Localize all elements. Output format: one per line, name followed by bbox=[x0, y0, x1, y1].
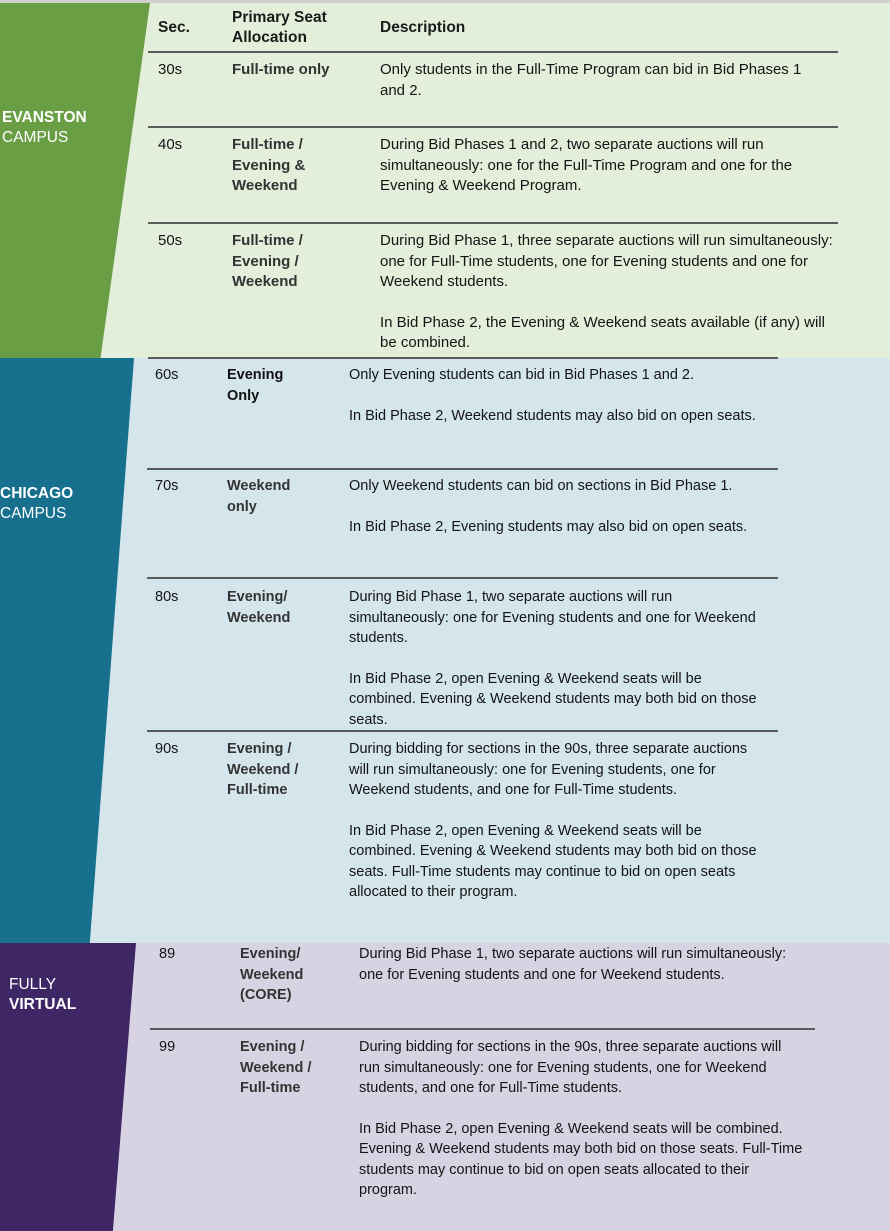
campus-suffix: CAMPUS bbox=[0, 505, 67, 522]
description-text: In Bid Phase 2, the Evening & Weekend se… bbox=[380, 313, 825, 352]
divider bbox=[147, 730, 778, 732]
section-code: 99 bbox=[159, 1039, 176, 1055]
section-code: 40s bbox=[158, 136, 183, 153]
divider bbox=[147, 468, 778, 470]
seat-allocation: Evening/ Weekend (CORE) bbox=[240, 946, 304, 1003]
divider bbox=[150, 1028, 815, 1030]
seat-allocation: Evening/ Weekend bbox=[227, 589, 291, 626]
divider bbox=[147, 577, 778, 579]
campus-suffix: CAMPUS bbox=[2, 129, 69, 146]
campus-name: CHICAGO bbox=[0, 485, 74, 502]
description-text: During bidding for sections in the 90s, … bbox=[359, 1039, 782, 1096]
section-code: 50s bbox=[158, 232, 183, 249]
description-text: In Bid Phase 2, open Evening & Weekend s… bbox=[349, 670, 757, 728]
divider bbox=[148, 51, 838, 53]
virtual-panel bbox=[110, 943, 890, 1231]
top-border bbox=[0, 0, 890, 3]
description-text: In Bid Phase 2, open Evening & Weekend s… bbox=[359, 1120, 803, 1199]
section-code: 90s bbox=[155, 741, 179, 757]
description: During bidding for sections in the 90s, … bbox=[359, 1037, 804, 1221]
divider bbox=[148, 357, 778, 359]
description: Only students in the Full-Time Program c… bbox=[380, 60, 830, 121]
seat-allocation: Evening Only bbox=[227, 367, 284, 404]
seat-allocation: Evening / Weekend / Full-time bbox=[240, 1039, 312, 1096]
description: During bidding for sections in the 90s, … bbox=[349, 739, 764, 923]
description: During Bid Phase 1, two separate auction… bbox=[359, 944, 799, 1005]
header-desc: Description bbox=[380, 19, 466, 36]
description-text: In Bid Phase 2, Evening students may als… bbox=[349, 518, 748, 535]
divider bbox=[148, 222, 838, 224]
description-text: Only Weekend students can bid on section… bbox=[349, 478, 733, 494]
seat-allocation: Full-time / Evening & Weekend bbox=[232, 136, 306, 194]
description-text: Only students in the Full-Time Program c… bbox=[380, 61, 802, 99]
seat-allocation: Full-time / Evening / Weekend bbox=[232, 232, 303, 290]
seat-allocation: Full-time only bbox=[232, 61, 330, 78]
chicago-campus-label: CHICAGO CAMPUS bbox=[0, 484, 73, 524]
campus-prefix: FULLY bbox=[9, 976, 57, 993]
description-text: During bidding for sections in the 90s, … bbox=[349, 741, 748, 798]
campus-name: VIRTUAL bbox=[9, 996, 77, 1013]
chicago-panel bbox=[85, 358, 890, 943]
description-text: During Bid Phase 1, three separate aucti… bbox=[380, 232, 833, 290]
evanston-campus-label: EVANSTON CAMPUS bbox=[2, 108, 87, 148]
description: Only Weekend students can bid on section… bbox=[349, 476, 769, 557]
section-code: 89 bbox=[159, 946, 176, 962]
header-sec: Sec. bbox=[158, 19, 190, 36]
section-code: 80s bbox=[155, 589, 179, 605]
seat-allocation: Weekend only bbox=[227, 478, 291, 515]
description-text: In Bid Phase 2, open Evening & Weekend s… bbox=[349, 822, 757, 901]
description-text: Only Evening students can bid in Bid Pha… bbox=[349, 367, 694, 383]
header-alloc: Primary Seat Allocation bbox=[232, 9, 327, 46]
description: Only Evening students can bid in Bid Pha… bbox=[349, 365, 769, 446]
divider bbox=[148, 126, 838, 128]
description: During Bid Phase 1, two separate auction… bbox=[349, 587, 769, 750]
section-code: 70s bbox=[155, 478, 179, 494]
description-text: During Bid Phase 1, two separate auction… bbox=[349, 589, 756, 646]
seat-allocation: Evening / Weekend / Full-time bbox=[227, 741, 299, 798]
section-code: 30s bbox=[158, 61, 183, 78]
virtual-band bbox=[0, 943, 136, 1231]
campus-name: EVANSTON bbox=[2, 109, 87, 126]
description-text: During Bid Phases 1 and 2, two separate … bbox=[380, 136, 793, 194]
description: During Bid Phase 1, three separate aucti… bbox=[380, 231, 835, 374]
description-text: In Bid Phase 2, Weekend students may als… bbox=[349, 407, 756, 424]
description-text: During Bid Phase 1, two separate auction… bbox=[359, 946, 787, 983]
evanston-panel bbox=[90, 3, 890, 358]
description: During Bid Phases 1 and 2, two separate … bbox=[380, 135, 830, 217]
virtual-label: FULLY VIRTUAL bbox=[9, 975, 76, 1015]
section-code: 60s bbox=[155, 367, 179, 383]
